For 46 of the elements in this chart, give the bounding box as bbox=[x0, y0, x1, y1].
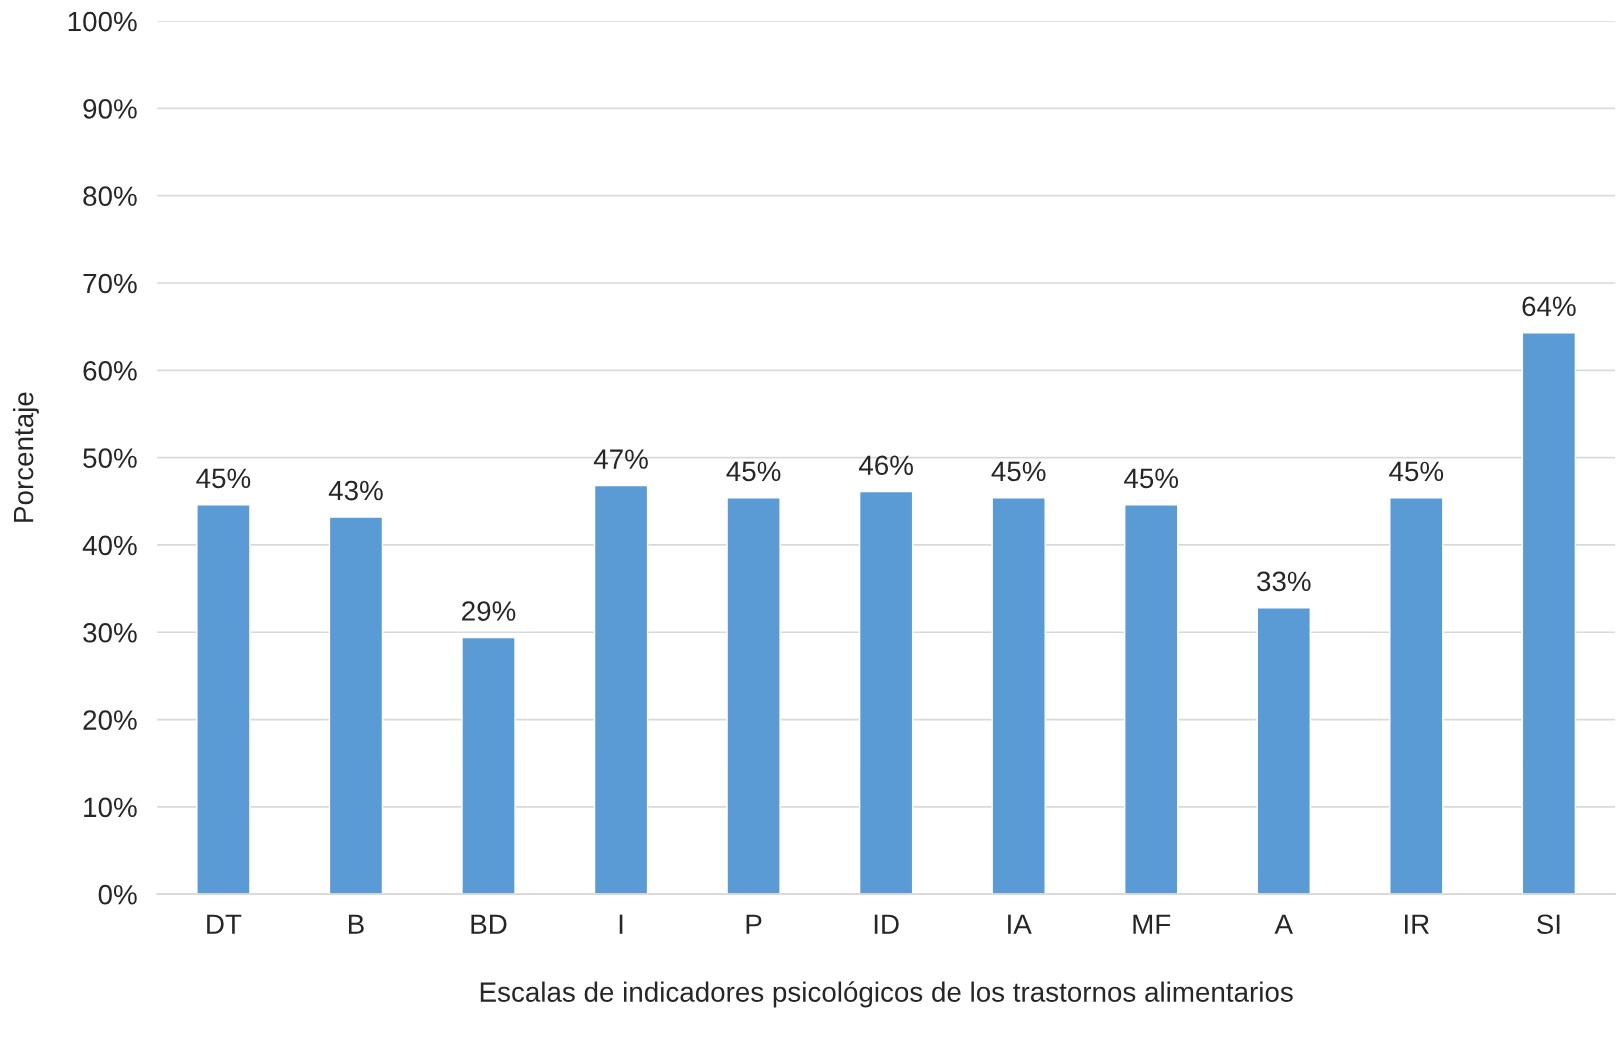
y-tick-label: 10% bbox=[84, 797, 137, 818]
data-label: 29% bbox=[462, 601, 516, 621]
y-axis-title: Porcentaje bbox=[12, 392, 39, 522]
x-tick-label: P bbox=[746, 914, 762, 934]
y-tick-label: 30% bbox=[83, 622, 137, 643]
y-tick-label: 90% bbox=[83, 99, 137, 119]
data-label: 47% bbox=[593, 449, 648, 469]
bar bbox=[593, 484, 649, 895]
data-label: 43% bbox=[328, 480, 383, 501]
x-tick-label: I bbox=[619, 914, 623, 934]
bar bbox=[461, 636, 516, 895]
y-tick-label: 60% bbox=[83, 360, 137, 381]
data-label: 45% bbox=[991, 461, 1046, 482]
bar bbox=[1256, 607, 1311, 895]
bar bbox=[858, 490, 914, 895]
y-tick-label: 80% bbox=[83, 186, 137, 207]
bar bbox=[1521, 332, 1577, 895]
x-tick-label: DT bbox=[207, 914, 242, 934]
bar bbox=[328, 516, 384, 895]
data-label: 45% bbox=[196, 468, 251, 489]
bar bbox=[1124, 504, 1179, 895]
data-label: 45% bbox=[1124, 468, 1179, 489]
x-tick-label: MF bbox=[1133, 914, 1171, 934]
y-tick-label: 40% bbox=[82, 535, 137, 556]
x-tick-label: A bbox=[1274, 914, 1293, 934]
data-label: 33% bbox=[1257, 571, 1311, 592]
bar bbox=[1389, 497, 1444, 895]
x-tick-label: B bbox=[348, 914, 364, 934]
y-tick-label: 50% bbox=[83, 448, 137, 468]
y-tick-label: 70% bbox=[83, 273, 137, 294]
bar bbox=[991, 497, 1046, 895]
y-tick-label: 0% bbox=[98, 884, 137, 905]
y-tick-label: 20% bbox=[83, 710, 137, 730]
y-tick-label: 100% bbox=[68, 11, 137, 32]
data-label: 45% bbox=[1389, 461, 1444, 482]
data-label: 64% bbox=[1522, 296, 1576, 317]
x-tick-label: IA bbox=[1008, 914, 1032, 934]
x-tick-label: BD bbox=[471, 914, 507, 934]
x-axis-title: Escalas de indicadores psicológicos de los trastornos alimentarios bbox=[480, 981, 1293, 1008]
x-tick-label: ID bbox=[874, 914, 899, 934]
data-label: 45% bbox=[726, 461, 781, 482]
x-tick-label: SI bbox=[1537, 914, 1560, 935]
bar bbox=[196, 504, 251, 895]
data-label: 46% bbox=[858, 455, 913, 476]
x-tick-label: IR bbox=[1405, 914, 1429, 934]
bar bbox=[726, 497, 781, 895]
